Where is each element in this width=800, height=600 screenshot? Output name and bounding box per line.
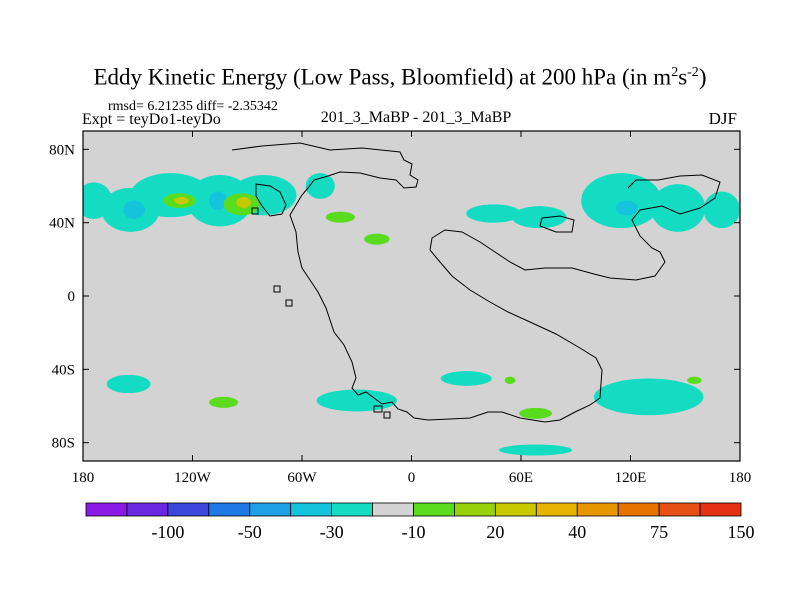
contour-region-11 — [106, 374, 151, 394]
y-tick-label: 40N — [49, 216, 75, 232]
colorbar-swatch — [372, 502, 414, 517]
coastline-6 — [373, 405, 383, 413]
contour-region-8 — [581, 173, 662, 229]
contour-region-15 — [499, 444, 573, 456]
contour-region-23 — [208, 396, 239, 408]
colorbar-label: -30 — [320, 522, 344, 542]
contour-region-25 — [504, 376, 516, 385]
colorbar-label: 20 — [486, 522, 504, 542]
y-tick-label: 0 — [68, 289, 76, 305]
contour-region-13 — [440, 371, 492, 386]
colorbar-label: -50 — [238, 522, 262, 542]
colorbar-swatch — [699, 502, 742, 517]
colorbar-swatch — [576, 502, 619, 517]
colorbar-swatch — [658, 502, 701, 517]
case-label: 201_3_MaBP - 201_3_MaBP — [320, 109, 512, 126]
contour-region-18 — [615, 200, 638, 216]
x-tick-label: 60E — [509, 470, 533, 486]
contour-region-27 — [236, 197, 251, 208]
colorbar-swatch — [85, 502, 128, 517]
y-tick-label: 80N — [49, 142, 75, 158]
experiment-label: Expt = teyDo1-teyDo — [82, 111, 221, 128]
colorbar-swatch — [249, 502, 292, 517]
x-tick-label: 120E — [615, 470, 647, 486]
colorbar-swatch — [167, 502, 210, 517]
axis-ticks: 180 120W 60W 0 60E 120E 180 80N 40N 0 40S 80S — [49, 131, 751, 486]
contour-region-9 — [650, 184, 706, 232]
y-tick-label: 80S — [52, 436, 75, 452]
colorbar-label: -10 — [402, 522, 426, 542]
coastline-4 — [273, 285, 281, 293]
colorbar-swatch — [290, 502, 333, 517]
contour-region-28 — [174, 197, 189, 205]
colorbar-swatch — [454, 502, 496, 517]
x-tick-label: 180 — [729, 470, 752, 486]
season-label: DJF — [708, 109, 737, 128]
contour-region-10 — [703, 191, 740, 229]
contour-region-7 — [511, 206, 567, 229]
colorbar-swatch — [494, 502, 537, 517]
colorbar-swatch — [331, 502, 373, 517]
contour-region-5 — [305, 173, 335, 199]
chart-title: Eddy Kinetic Energy (Low Pass, Bloomfiel… — [93, 64, 707, 90]
contour-region-16 — [123, 200, 146, 219]
colorbar-swatch — [208, 502, 251, 517]
contour-region-6 — [466, 204, 521, 223]
coastline-2 — [539, 215, 575, 233]
coastline-0 — [231, 142, 721, 423]
coastlines — [231, 142, 721, 423]
coastline-1 — [255, 183, 287, 217]
rmsd-label: rmsd= 6.21235 diff= -2.35342 — [108, 99, 278, 114]
contour-region-26 — [687, 376, 702, 385]
x-tick-label: 180 — [72, 470, 95, 486]
contour-region-22 — [364, 233, 390, 245]
colorbar-swatch — [126, 502, 169, 517]
colorbar-label: 150 — [728, 522, 755, 542]
coastline-3 — [251, 207, 259, 215]
x-tick-label: 120W — [174, 470, 212, 486]
contour-region-21 — [325, 211, 355, 223]
contour-region-24 — [519, 407, 553, 419]
y-tick-label: 40S — [52, 362, 75, 378]
colorbar: -100 -50 -30 -10 20 40 75 150 — [85, 502, 755, 542]
x-tick-label: 60W — [287, 470, 317, 486]
colorbar-swatch — [535, 502, 578, 517]
coastline-5 — [285, 299, 293, 307]
colorbar-label: -100 — [151, 522, 184, 542]
coastline-7 — [383, 411, 391, 419]
colorbar-label: 75 — [650, 522, 668, 542]
contour-region-14 — [594, 378, 704, 416]
colorbar-swatch — [413, 502, 455, 517]
x-tick-label: 0 — [408, 470, 416, 486]
colorbar-label: 40 — [568, 522, 586, 542]
contour-fills — [83, 173, 740, 456]
colorbar-swatch — [617, 502, 660, 517]
contour-region-17 — [208, 191, 228, 210]
